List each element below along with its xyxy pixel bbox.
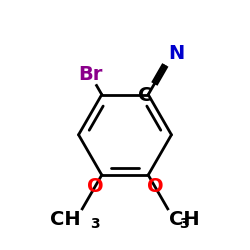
Text: CH: CH bbox=[50, 210, 81, 229]
Text: 3: 3 bbox=[90, 217, 99, 231]
Text: O: O bbox=[147, 177, 163, 196]
Text: 3: 3 bbox=[179, 217, 189, 231]
Text: Br: Br bbox=[78, 65, 102, 84]
Text: C: C bbox=[138, 86, 152, 105]
Text: N: N bbox=[168, 44, 184, 63]
Text: O: O bbox=[87, 177, 103, 196]
Text: CH: CH bbox=[169, 210, 200, 229]
